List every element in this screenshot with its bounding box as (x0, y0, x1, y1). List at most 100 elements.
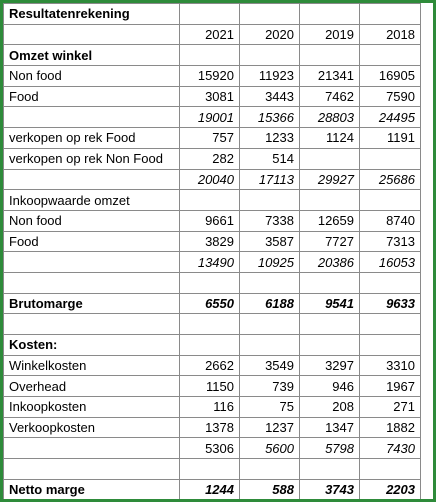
table-title[interactable]: Resultatenrekening (3, 3, 180, 25)
value-cell[interactable]: 208 (299, 396, 360, 418)
value-cell[interactable]: 3310 (359, 354, 421, 377)
value-cell[interactable]: 19001 (179, 106, 240, 129)
cell[interactable] (359, 3, 421, 25)
row-label[interactable] (3, 251, 180, 273)
row-label[interactable] (3, 313, 180, 335)
row-label[interactable]: verkopen op rek Non Food (3, 147, 180, 170)
value-cell[interactable]: 7727 (299, 230, 360, 253)
value-cell[interactable]: 12659 (299, 209, 360, 232)
value-cell[interactable]: 6188 (239, 292, 300, 315)
value-cell[interactable]: 5798 (299, 437, 360, 460)
value-cell[interactable]: 1882 (359, 416, 421, 439)
value-cell[interactable]: 1967 (359, 375, 421, 398)
value-cell[interactable] (179, 313, 240, 335)
year-header[interactable]: 2018 (359, 23, 421, 46)
value-cell[interactable]: 9633 (359, 292, 421, 315)
value-cell[interactable] (299, 147, 360, 170)
value-cell[interactable]: 1191 (359, 127, 421, 149)
value-cell[interactable]: 282 (179, 147, 240, 170)
value-cell[interactable] (299, 313, 360, 335)
value-cell[interactable] (359, 189, 421, 211)
value-cell[interactable]: 75 (239, 396, 300, 418)
row-label[interactable]: Food (3, 230, 180, 253)
row-label[interactable]: Non food (3, 209, 180, 232)
cell[interactable] (299, 3, 360, 25)
value-cell[interactable]: 17113 (239, 168, 300, 191)
value-cell[interactable]: 3549 (239, 354, 300, 377)
value-cell[interactable]: 1150 (179, 375, 240, 398)
value-cell[interactable]: 1347 (299, 416, 360, 439)
row-label[interactable] (3, 437, 180, 460)
value-cell[interactable] (179, 189, 240, 211)
row-label[interactable]: Overhead (3, 375, 180, 398)
value-cell[interactable]: 20040 (179, 168, 240, 191)
value-cell[interactable]: 8740 (359, 209, 421, 232)
row-label[interactable]: Omzet winkel (3, 44, 180, 67)
value-cell[interactable]: 7430 (359, 437, 421, 460)
value-cell[interactable] (359, 147, 421, 170)
value-cell[interactable]: 28803 (299, 106, 360, 129)
value-cell[interactable] (299, 458, 360, 480)
value-cell[interactable] (239, 458, 300, 480)
value-cell[interactable]: 2203 (359, 478, 421, 499)
value-cell[interactable]: 9541 (299, 292, 360, 315)
value-cell[interactable]: 21341 (299, 65, 360, 87)
value-cell[interactable]: 10925 (239, 251, 300, 273)
cell[interactable] (179, 3, 240, 25)
value-cell[interactable] (359, 313, 421, 335)
value-cell[interactable] (299, 44, 360, 67)
row-label[interactable] (3, 458, 180, 480)
row-label[interactable]: Non food (3, 65, 180, 87)
row-label[interactable]: Kosten: (3, 334, 180, 356)
cell[interactable] (3, 23, 180, 46)
value-cell[interactable]: 9661 (179, 209, 240, 232)
value-cell[interactable] (179, 44, 240, 67)
value-cell[interactable]: 7590 (359, 85, 421, 108)
value-cell[interactable]: 5306 (179, 437, 240, 460)
value-cell[interactable]: 7313 (359, 230, 421, 253)
row-label[interactable]: Netto marge (3, 478, 180, 499)
row-label[interactable]: Inkoopkosten (3, 396, 180, 418)
value-cell[interactable]: 1233 (239, 127, 300, 149)
value-cell[interactable]: 3829 (179, 230, 240, 253)
value-cell[interactable]: 7338 (239, 209, 300, 232)
row-label[interactable]: Brutomarge (3, 292, 180, 315)
row-label[interactable] (3, 168, 180, 191)
value-cell[interactable]: 25686 (359, 168, 421, 191)
value-cell[interactable] (179, 334, 240, 356)
value-cell[interactable]: 1378 (179, 416, 240, 439)
value-cell[interactable]: 20386 (299, 251, 360, 273)
value-cell[interactable] (239, 313, 300, 335)
value-cell[interactable]: 3587 (239, 230, 300, 253)
value-cell[interactable] (239, 44, 300, 67)
value-cell[interactable] (359, 271, 421, 294)
year-header[interactable]: 2021 (179, 23, 240, 46)
value-cell[interactable] (239, 334, 300, 356)
value-cell[interactable] (359, 458, 421, 480)
value-cell[interactable]: 15366 (239, 106, 300, 129)
value-cell[interactable] (239, 189, 300, 211)
year-header[interactable]: 2019 (299, 23, 360, 46)
value-cell[interactable]: 24495 (359, 106, 421, 129)
value-cell[interactable] (299, 271, 360, 294)
value-cell[interactable] (359, 334, 421, 356)
cell[interactable] (239, 3, 300, 25)
value-cell[interactable]: 588 (239, 478, 300, 499)
value-cell[interactable]: 11923 (239, 65, 300, 87)
value-cell[interactable]: 6550 (179, 292, 240, 315)
value-cell[interactable]: 3743 (299, 478, 360, 499)
row-label[interactable]: verkopen op rek Food (3, 127, 180, 149)
row-label[interactable]: Verkoopkosten (3, 416, 180, 439)
row-label[interactable]: Winkelkosten (3, 354, 180, 377)
value-cell[interactable]: 946 (299, 375, 360, 398)
value-cell[interactable]: 757 (179, 127, 240, 149)
value-cell[interactable]: 3081 (179, 85, 240, 108)
value-cell[interactable]: 3443 (239, 85, 300, 108)
value-cell[interactable]: 7462 (299, 85, 360, 108)
row-label[interactable] (3, 271, 180, 294)
row-label[interactable] (3, 106, 180, 129)
value-cell[interactable]: 29927 (299, 168, 360, 191)
value-cell[interactable] (179, 271, 240, 294)
value-cell[interactable]: 13490 (179, 251, 240, 273)
value-cell[interactable] (359, 44, 421, 67)
